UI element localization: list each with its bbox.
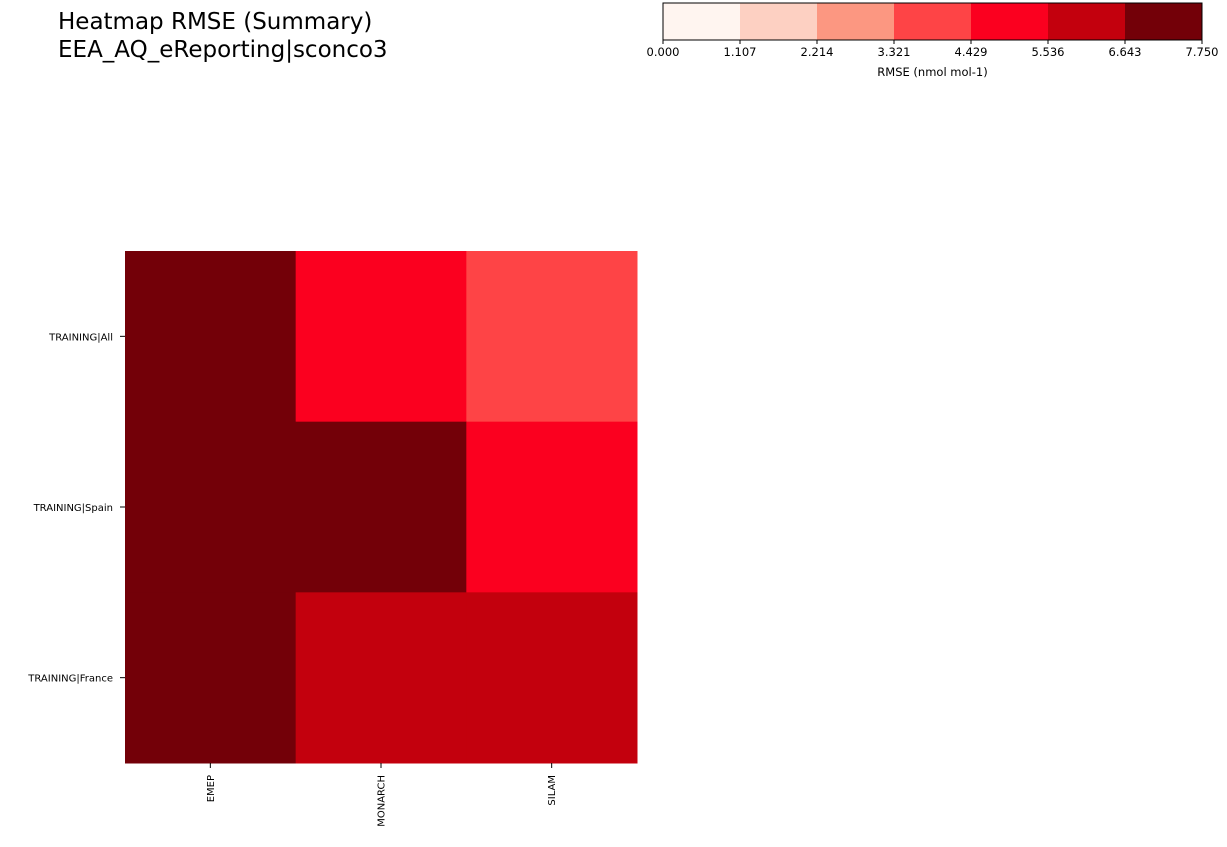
- colorbar-tick-label: 0.000: [647, 45, 680, 59]
- heatmap-cell: [295, 421, 467, 593]
- x-tick-label: SILAM: [547, 775, 558, 806]
- heatmap-cell: [466, 421, 638, 593]
- heatmap-cell: [466, 592, 638, 764]
- x-tick-label: EMEP: [206, 775, 217, 802]
- colorbar-tick-label: 5.536: [1032, 45, 1065, 59]
- y-tick-label: TRAINING|France: [27, 674, 113, 685]
- colorbar-frame: [662, 2, 1203, 41]
- colorbar-label: RMSE (nmol mol-1): [877, 65, 987, 79]
- chart-title-line-2: EEA_AQ_eReporting|sconco3: [58, 37, 388, 63]
- chart-title: Heatmap RMSE (Summary) EEA_AQ_eReporting…: [58, 8, 388, 64]
- colorbar-segment: [971, 3, 1049, 40]
- colorbar-segment: [1048, 3, 1126, 40]
- colorbar-segment: [817, 3, 895, 40]
- heatmap-cell: [295, 592, 467, 764]
- colorbar-tick-label: 4.429: [955, 45, 988, 59]
- colorbar-tick-label: 6.643: [1109, 45, 1142, 59]
- colorbar-tick-label: 3.321: [878, 45, 911, 59]
- y-tick-label: TRAINING|Spain: [33, 503, 113, 514]
- heatmap-cell: [125, 592, 297, 764]
- heatmap-cell: [466, 251, 638, 423]
- colorbar-tick-label: 2.214: [801, 45, 834, 59]
- heatmap-cell: [295, 251, 467, 423]
- colorbar-segment: [894, 3, 972, 40]
- colorbar-tick-label: 1.107: [724, 45, 757, 59]
- y-tick-label: TRAINING|All: [48, 332, 113, 343]
- colorbar-segment: [1125, 3, 1203, 40]
- chart-title-line-1: Heatmap RMSE (Summary): [58, 9, 373, 35]
- colorbar-tick-label: 7.750: [1186, 45, 1219, 59]
- colorbar-segment: [663, 3, 741, 40]
- heatmap-cell: [125, 251, 297, 423]
- heatmap-cell: [125, 421, 297, 593]
- x-tick-label: MONARCH: [377, 775, 388, 827]
- colorbar-segment: [740, 3, 818, 40]
